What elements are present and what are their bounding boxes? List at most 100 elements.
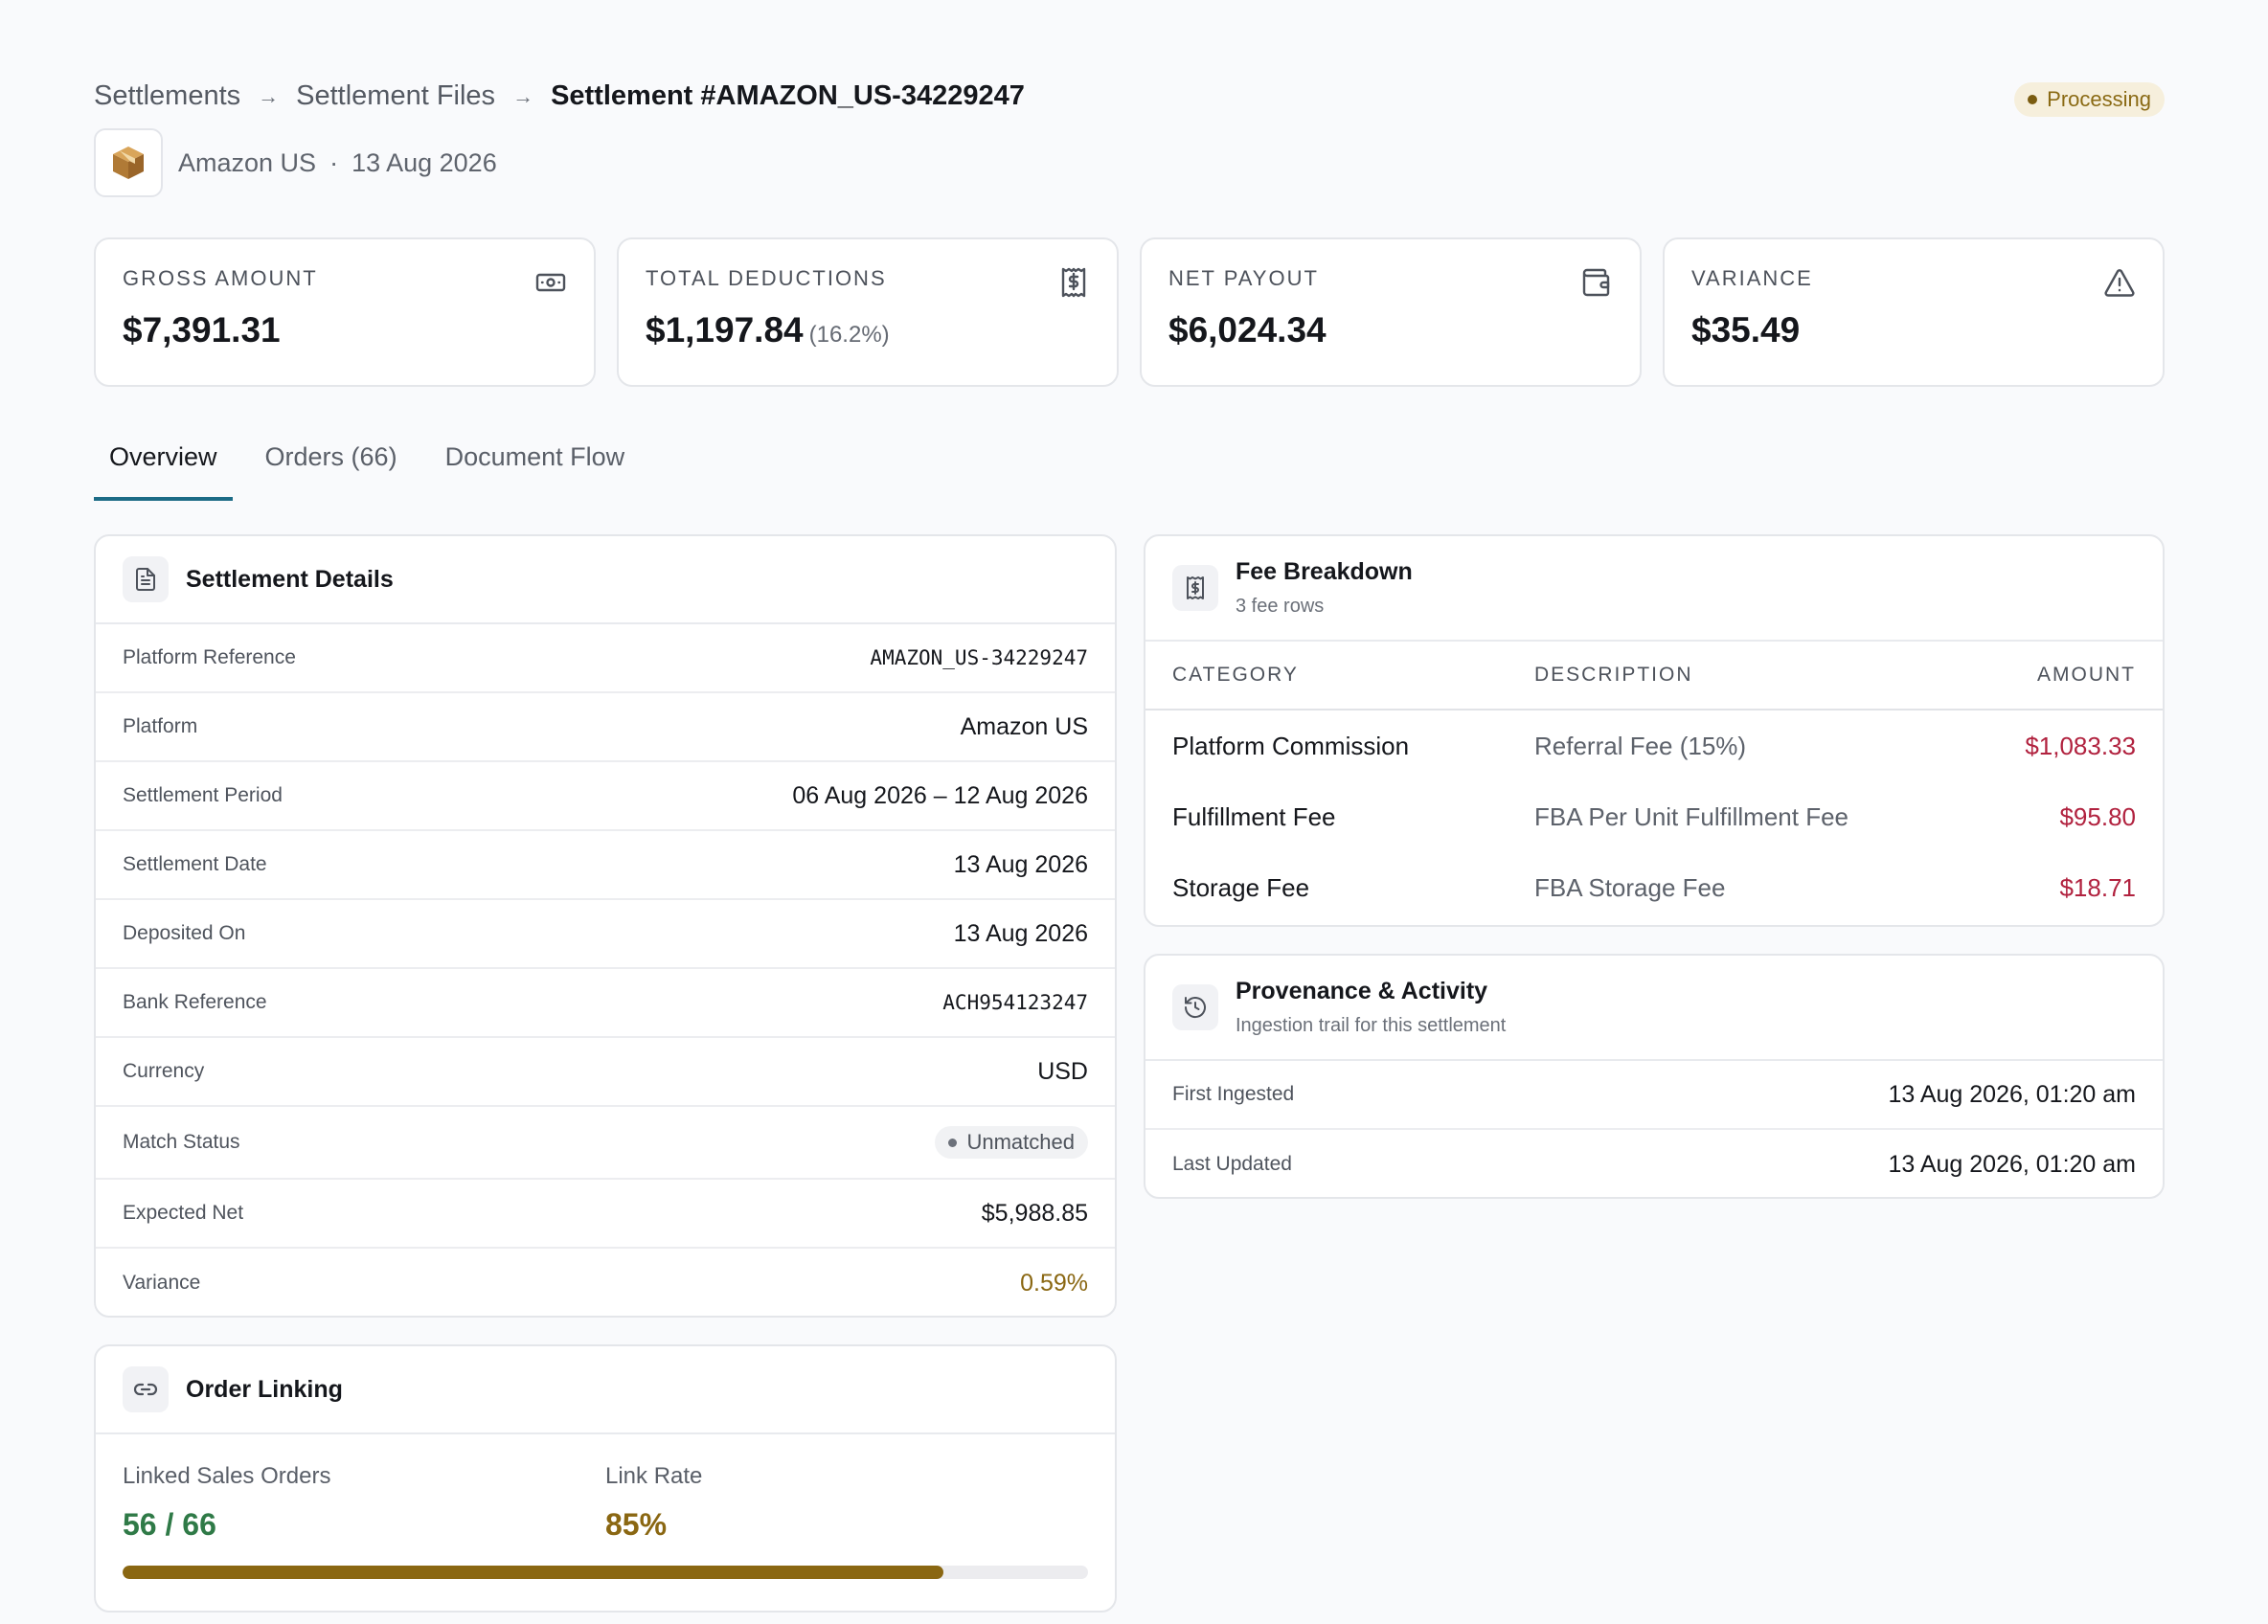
column-header-description: DESCRIPTION — [1534, 664, 1693, 686]
fee-category: Storage Fee — [1172, 872, 1310, 902]
summary-stats: GROSS AMOUNT $7,391.31 TOTAL DEDUCTIONS … — [94, 237, 2165, 387]
settlement-date: 13 Aug 2026 — [352, 147, 497, 177]
provenance-row-last-updated: Last Updated 13 Aug 2026, 01:20 am — [1145, 1130, 2163, 1197]
tab-document-flow[interactable]: Document Flow — [444, 442, 625, 471]
match-status-label: Unmatched — [966, 1130, 1075, 1154]
status-badge: Processing — [2014, 82, 2165, 117]
detail-value: 06 Aug 2026 – 12 Aug 2026 — [792, 781, 1088, 809]
fee-amount: $1,083.33 — [2025, 731, 2136, 760]
receipt-dollar-icon — [1061, 267, 1086, 298]
detail-row-settlement-period: Settlement Period 06 Aug 2026 – 12 Aug 2… — [96, 762, 1115, 831]
detail-label: Settlement Period — [123, 784, 283, 806]
detail-label: Settlement Date — [123, 853, 267, 875]
fee-description: FBA Storage Fee — [1534, 872, 1726, 902]
fee-description: FBA Per Unit Fulfillment Fee — [1534, 801, 1848, 831]
detail-value: AMAZON_US-34229247 — [870, 646, 1088, 669]
stat-total-deductions: TOTAL DEDUCTIONS $1,197.84 (16.2%) — [617, 237, 1119, 387]
provenance-label: First Ingested — [1172, 1083, 1295, 1105]
settlement-subheader: Amazon US · 13 Aug 2026 — [94, 128, 497, 197]
breadcrumb-settlements[interactable]: Settlements — [94, 80, 241, 111]
provenance-row-first-ingested: First Ingested 13 Aug 2026, 01:20 am — [1145, 1061, 2163, 1130]
receipt-dollar-icon — [1172, 565, 1218, 611]
linked-orders-stat: Linked Sales Orders 56 / 66 — [123, 1463, 605, 1543]
fee-breakdown-card: Fee Breakdown 3 fee rows CATEGORY DESCRI… — [1144, 534, 2165, 927]
detail-value-variance: 0.59% — [1020, 1269, 1088, 1297]
detail-row-platform: Platform Amazon US — [96, 693, 1115, 762]
stat-label: VARIANCE — [1691, 266, 1813, 290]
card-title: Settlement Details — [186, 565, 394, 593]
detail-value: 13 Aug 2026 — [953, 919, 1088, 947]
provenance-label: Last Updated — [1172, 1153, 1292, 1175]
detail-value: Amazon US — [960, 712, 1088, 740]
fee-category: Fulfillment Fee — [1172, 801, 1336, 831]
detail-value: ACH954123247 — [942, 991, 1088, 1014]
status-label: Processing — [2047, 87, 2151, 111]
breadcrumb: Settlements → Settlement Files → Settlem… — [94, 80, 1025, 112]
detail-row-variance: Variance 0.59% — [96, 1249, 1115, 1316]
order-linking-card: Order Linking Linked Sales Orders 56 / 6… — [94, 1344, 1117, 1613]
status-dot-icon — [948, 1138, 958, 1147]
card-title: Order Linking — [186, 1375, 343, 1403]
stat-value: $1,197.84 — [646, 310, 804, 350]
platform-name: Amazon US — [178, 147, 317, 177]
detail-label: Platform Reference — [123, 646, 296, 668]
column-header-category: CATEGORY — [1172, 664, 1299, 686]
tab-orders[interactable]: Orders (66) — [264, 442, 397, 471]
table-row: Storage Fee FBA Storage Fee $18.71 — [1145, 852, 2163, 923]
stat-variance: VARIANCE $35.49 — [1663, 237, 2165, 387]
detail-value: 13 Aug 2026 — [953, 850, 1088, 878]
wallet-icon — [1582, 268, 1610, 297]
detail-row-bank-reference: Bank Reference ACH954123247 — [96, 969, 1115, 1038]
fee-table-header: CATEGORY DESCRIPTION AMOUNT — [1145, 642, 2163, 710]
package-box-icon — [94, 128, 163, 197]
fee-description: Referral Fee (15%) — [1534, 731, 1747, 760]
breadcrumb-settlement-files[interactable]: Settlement Files — [296, 80, 496, 111]
detail-row-match-status: Match Status Unmatched — [96, 1107, 1115, 1180]
link-rate-value: 85% — [605, 1507, 668, 1542]
detail-label: Expected Net — [123, 1202, 244, 1224]
card-title: Provenance & Activity — [1236, 978, 1488, 1004]
tab-overview[interactable]: Overview — [94, 421, 233, 501]
detail-label: Currency — [123, 1060, 205, 1082]
table-row: Platform Commission Referral Fee (15%) $… — [1145, 710, 2163, 781]
fee-amount: $95.80 — [2059, 801, 2136, 831]
card-title: Fee Breakdown — [1236, 558, 1413, 585]
provenance-card: Provenance & Activity Ingestion trail fo… — [1144, 954, 2165, 1199]
detail-row-deposited-on: Deposited On 13 Aug 2026 — [96, 900, 1115, 969]
stat-label: TOTAL DEDUCTIONS — [646, 266, 887, 290]
history-icon — [1172, 984, 1218, 1030]
link-rate-progress-fill — [123, 1566, 943, 1579]
linked-orders-value: 56 / 66 — [123, 1507, 216, 1542]
tab-bar: Overview Orders (66) Document Flow — [94, 421, 657, 501]
column-header-amount: AMOUNT — [2037, 664, 2136, 686]
link-rate-stat: Link Rate 85% — [605, 1463, 1088, 1543]
detail-label: Match Status — [123, 1131, 240, 1153]
detail-value: USD — [1037, 1057, 1088, 1085]
provenance-value: 13 Aug 2026, 01:20 am — [1888, 1150, 2136, 1178]
stat-value: $35.49 — [1691, 310, 1801, 350]
detail-value: $5,988.85 — [981, 1199, 1088, 1227]
stat-gross-amount: GROSS AMOUNT $7,391.31 — [94, 237, 596, 387]
banknote-icon — [535, 273, 566, 292]
detail-row-expected-net: Expected Net $5,988.85 — [96, 1180, 1115, 1249]
detail-row-platform-reference: Platform Reference AMAZON_US-34229247 — [96, 624, 1115, 693]
fee-category: Platform Commission — [1172, 731, 1410, 760]
stat-value: $7,391.31 — [123, 310, 281, 350]
provenance-value: 13 Aug 2026, 01:20 am — [1888, 1080, 2136, 1108]
status-dot-icon — [2028, 95, 2038, 104]
arrow-right-icon: → — [258, 83, 280, 108]
detail-row-settlement-date: Settlement Date 13 Aug 2026 — [96, 831, 1115, 900]
link-rate-label: Link Rate — [605, 1463, 703, 1489]
document-icon — [123, 556, 169, 602]
stat-label: GROSS AMOUNT — [123, 266, 318, 290]
detail-label: Platform — [123, 715, 198, 737]
settlement-details-card: Settlement Details Platform Reference AM… — [94, 534, 1117, 1318]
table-row: Fulfillment Fee FBA Per Unit Fulfillment… — [1145, 781, 2163, 852]
detail-label: Deposited On — [123, 922, 246, 944]
link-rate-progress-bar — [123, 1566, 1088, 1579]
detail-label: Variance — [123, 1272, 201, 1294]
stat-net-payout: NET PAYOUT $6,024.34 — [1140, 237, 1642, 387]
stat-value: $6,024.34 — [1168, 310, 1327, 350]
linked-orders-label: Linked Sales Orders — [123, 1463, 331, 1489]
stat-deduction-percent: (16.2%) — [808, 322, 890, 348]
